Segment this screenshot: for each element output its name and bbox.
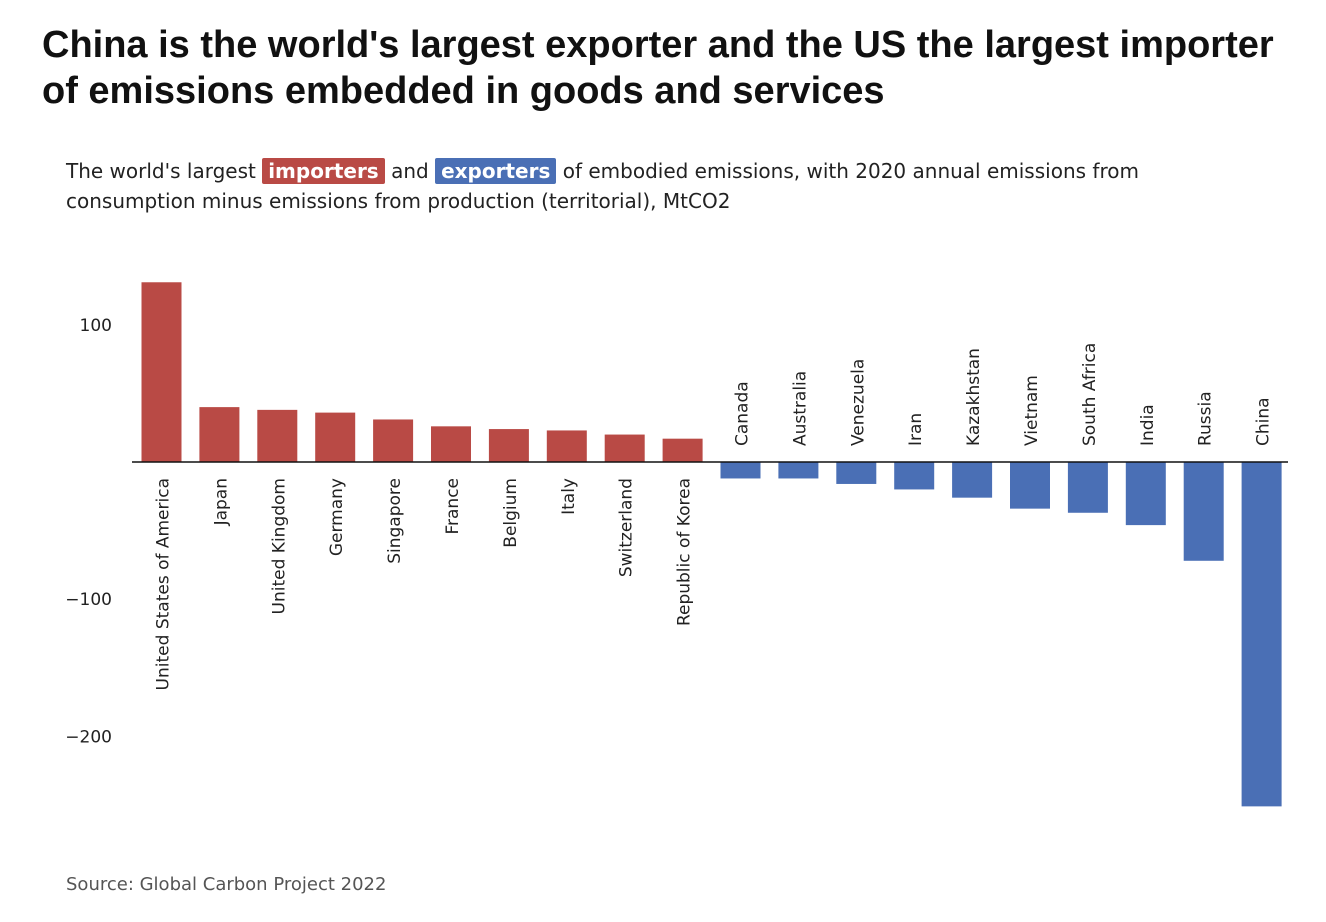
bar-exporter <box>952 462 993 498</box>
chart-subtitle: The world's largest importers and export… <box>66 156 1246 216</box>
subtitle-text-2: and <box>391 159 429 183</box>
category-label: Canada <box>733 381 753 446</box>
category-label: Vietnam <box>1022 375 1042 446</box>
category-label: Russia <box>1196 391 1216 446</box>
category-label: Switzerland <box>617 478 637 577</box>
category-label: United Kingdom <box>269 478 289 614</box>
bar-importer <box>604 434 645 462</box>
bar-importer <box>662 438 703 462</box>
category-label: Iran <box>906 413 926 446</box>
bar-importer <box>431 426 471 462</box>
category-label: Venezuela <box>848 359 868 446</box>
bar-exporter <box>894 462 935 490</box>
category-label: China <box>1254 397 1274 446</box>
importers-legend-pill: importers <box>262 158 385 184</box>
category-label: Kazakhstan <box>964 348 984 446</box>
category-label: South Africa <box>1080 343 1100 446</box>
chart-headline: China is the world's largest exporter an… <box>42 24 1274 112</box>
source-note: Source: Global Carbon Project 2022 <box>66 874 387 895</box>
bar-importer <box>141 282 182 462</box>
bar-exporter <box>1125 462 1166 526</box>
bar-exporter <box>1010 462 1050 509</box>
category-label: Republic of Korea <box>675 478 695 626</box>
subtitle-text-3: of embodied emissions, with 2020 annual … <box>66 159 1139 213</box>
bar-exporter <box>720 462 761 479</box>
bar-importer <box>546 430 587 462</box>
y-tick-label: 100 <box>80 316 112 336</box>
bar-importer <box>488 429 529 462</box>
bar-exporter <box>1241 462 1282 807</box>
bar-exporter <box>778 462 819 479</box>
category-label: France <box>443 478 463 535</box>
category-label: India <box>1138 404 1158 446</box>
bar-exporter <box>836 462 877 484</box>
category-label: Belgium <box>501 478 521 548</box>
category-label: Australia <box>790 371 810 446</box>
category-label: United States of America <box>154 478 174 690</box>
bar-importer <box>257 409 298 462</box>
bar-exporter <box>1183 462 1224 561</box>
bar-importer <box>199 407 240 462</box>
category-label: Japan <box>211 478 231 526</box>
category-label: Italy <box>559 478 579 515</box>
category-label: Singapore <box>385 478 405 564</box>
category-label: Germany <box>327 478 347 556</box>
y-tick-label: −200 <box>65 727 112 747</box>
subtitle-text-1: The world's largest <box>66 159 256 183</box>
exporters-legend-pill: exporters <box>435 158 557 184</box>
y-tick-label: −100 <box>65 590 112 610</box>
bar-exporter <box>1067 462 1108 513</box>
bar-importer <box>315 412 356 462</box>
bar-importer <box>373 419 414 462</box>
